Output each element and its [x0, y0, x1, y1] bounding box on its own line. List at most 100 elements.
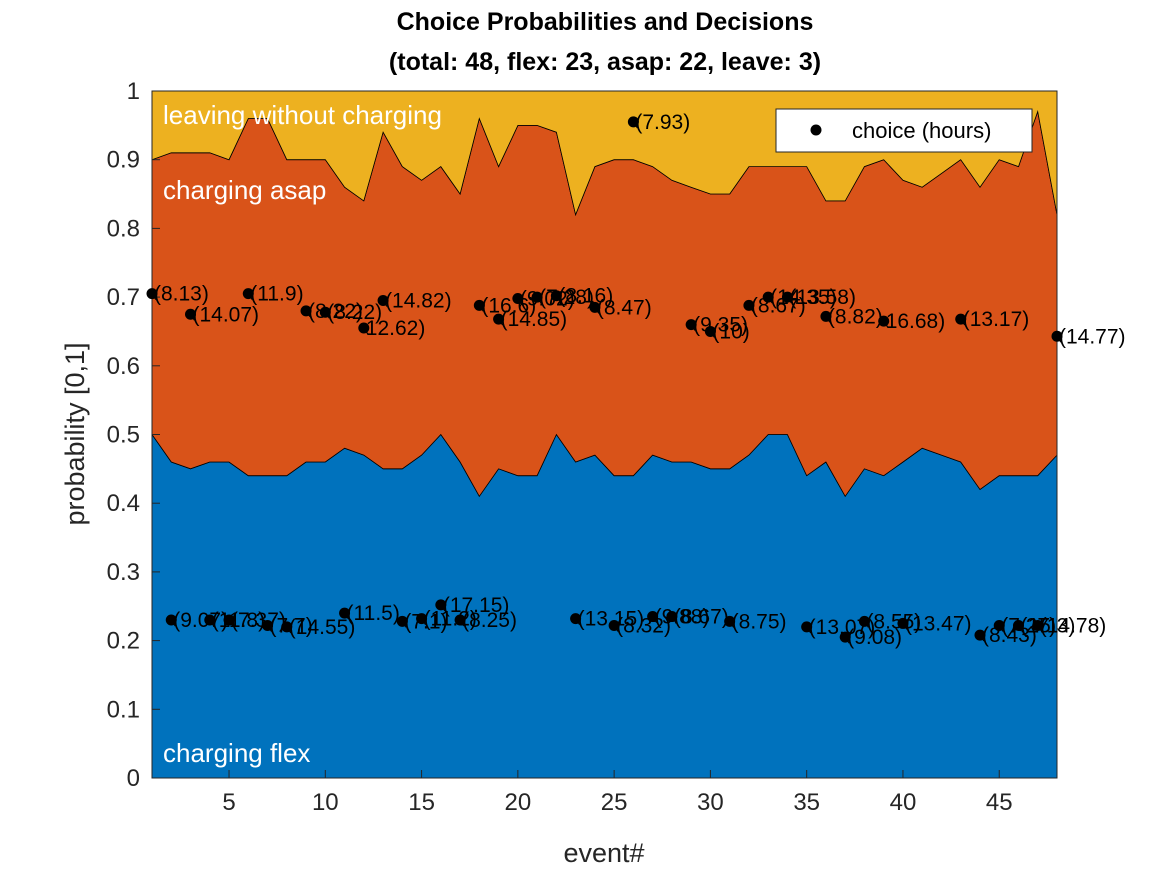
chart-title: Choice Probabilities and Decisions — [396, 8, 814, 36]
choice-point-label: (8.43) — [982, 624, 1037, 647]
choice-point — [955, 313, 967, 325]
band-label-3: leaving without charging — [163, 100, 442, 130]
legend: choice (hours) — [775, 108, 1033, 153]
choice-point-label: (7.27) — [1001, 614, 1056, 637]
choice-point-label: (14.77) — [1059, 325, 1126, 348]
choice-point-label: (8.25) — [462, 609, 517, 632]
y-tick-label: 0.7 — [107, 284, 140, 311]
band-label-layer: charging flex charging asap leaving withou… — [163, 100, 442, 768]
x-tick-label: 10 — [312, 789, 339, 816]
choice-point — [608, 619, 620, 631]
choice-point — [512, 292, 524, 304]
area-series-1 — [151, 433, 1058, 779]
choice-point — [319, 306, 331, 318]
choice-point-label: (14.85) — [501, 308, 568, 331]
choice-point-label: (9.88) — [655, 606, 710, 629]
choice-point — [820, 310, 832, 322]
choice-point-label: (8.32) — [616, 614, 671, 637]
choice-point-label: (8.55) — [866, 610, 921, 633]
choice-point-label: (8.22) — [327, 301, 382, 324]
choice-point-label: (14.55) — [289, 616, 356, 639]
x-tick-label: 30 — [697, 789, 724, 816]
choice-point-label: (9.08) — [847, 626, 902, 649]
choice-point-label: (17.15) — [443, 594, 510, 617]
choice-point — [993, 619, 1005, 631]
choice-point-label: (15.3) — [1020, 614, 1075, 637]
choice-point-label: (10) — [712, 320, 749, 343]
y-tick-label: 0.9 — [107, 147, 140, 174]
choice-point — [858, 615, 870, 627]
chart-subtitle: (total: 48, flex: 23, asap: 22, leave: 3… — [388, 48, 822, 76]
choice-point — [801, 621, 813, 633]
choice-point — [339, 607, 351, 619]
choice-point — [493, 313, 505, 325]
choice-point — [1032, 619, 1044, 631]
choice-point — [627, 116, 639, 128]
choice-point — [358, 322, 370, 334]
choice-point — [666, 611, 678, 623]
choice-point-label: (13.58) — [789, 286, 856, 309]
axes-layer: 5 10 15 20 25 30 35 40 45 0 0.1 0.2 0.3 0.4 0.5 0.6 0.7 0… — [107, 78, 1058, 816]
y-tick-label: 0.3 — [107, 559, 140, 586]
choice-point-label: (13.15) — [578, 608, 645, 631]
choice-point — [377, 295, 389, 307]
choice-point-label: (11.9) — [250, 283, 303, 306]
choice-point — [1051, 330, 1063, 342]
y-tick-label: 0.6 — [107, 353, 140, 380]
choice-point — [762, 291, 774, 303]
choice-point — [454, 614, 466, 626]
x-tick-label: 15 — [408, 789, 435, 816]
x-axis-label: event# — [563, 838, 644, 868]
choice-point — [878, 315, 890, 327]
choice-point-label: (13.17) — [963, 308, 1030, 331]
choice-point — [435, 599, 447, 611]
choice-point — [724, 615, 736, 627]
choice-point — [223, 614, 235, 626]
choice-point-label: (8.82) — [828, 305, 883, 328]
y-tick-label: 0.4 — [107, 490, 140, 517]
choice-point-label: (13.07) — [809, 616, 876, 639]
y-tick-label: 0.5 — [107, 422, 140, 449]
choice-point — [416, 613, 428, 625]
choice-point-label: (8.22) — [308, 300, 363, 323]
choice-point — [242, 288, 254, 300]
choice-point — [146, 288, 158, 300]
choice-point — [839, 631, 851, 643]
choice-point-label: (8.47) — [597, 296, 652, 319]
choice-point — [300, 305, 312, 317]
x-tick-label: 20 — [504, 789, 531, 816]
x-tick-label: 40 — [890, 789, 917, 816]
choice-point — [685, 319, 697, 331]
legend-marker — [810, 124, 822, 136]
band-label-2: charging asap — [163, 175, 326, 205]
choice-point — [473, 299, 485, 311]
choice-point-label: (7.93) — [635, 111, 690, 134]
choice-point-label: (14.07) — [193, 303, 260, 326]
choice-point — [647, 611, 659, 623]
choice-point — [570, 613, 582, 625]
points-layer: (8.13)(9.07)(14.07)(11.8)(7.37)(11.9)(7.… — [146, 111, 1126, 649]
choice-point-label: (11.5) — [347, 602, 400, 625]
y-tick-label: 0 — [127, 765, 140, 792]
choice-point-label: (14.82) — [385, 290, 452, 313]
y-tick-label: 1 — [127, 78, 140, 105]
legend-label: choice (hours) — [852, 118, 991, 143]
band-label-1: charging flex — [163, 738, 310, 768]
choice-point-label: (8.67) — [674, 606, 729, 629]
choice-point — [550, 290, 562, 302]
choice-point — [185, 308, 197, 320]
choice-point — [1012, 619, 1024, 631]
y-tick-label: 0.1 — [107, 696, 140, 723]
x-tick-label: 25 — [601, 789, 628, 816]
choice-point-label: (9.07) — [173, 609, 228, 632]
choice-point — [262, 619, 274, 631]
choice-point-label: 12.62) — [366, 317, 426, 340]
x-tick-label: 45 — [986, 789, 1013, 816]
choice-point — [531, 291, 543, 303]
choice-point — [704, 325, 716, 337]
y-axis-label: probability [0,1] — [60, 342, 90, 525]
choice-point-label: (13.47) — [905, 612, 972, 635]
area-layer — [151, 90, 1058, 779]
choice-point — [165, 614, 177, 626]
